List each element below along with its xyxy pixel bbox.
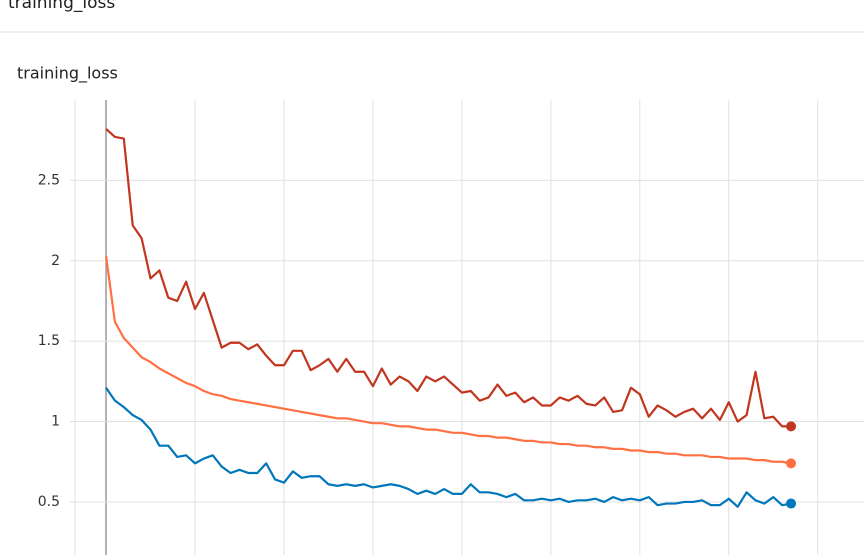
chart-title: training_loss [17,64,118,84]
y-tick-label: 0.5 [38,494,60,510]
end-point [786,421,797,432]
y-tick-label: 1.5 [38,333,60,349]
y-tick-label: 1 [51,414,60,430]
series-line [104,255,792,465]
series-line [105,128,792,428]
y-tick-label: 2 [51,253,60,269]
end-point [786,498,797,509]
section-title: training_loss [8,0,115,13]
end-point [786,458,797,469]
series-line [105,387,792,508]
y-tick-label: 2.5 [38,172,60,188]
